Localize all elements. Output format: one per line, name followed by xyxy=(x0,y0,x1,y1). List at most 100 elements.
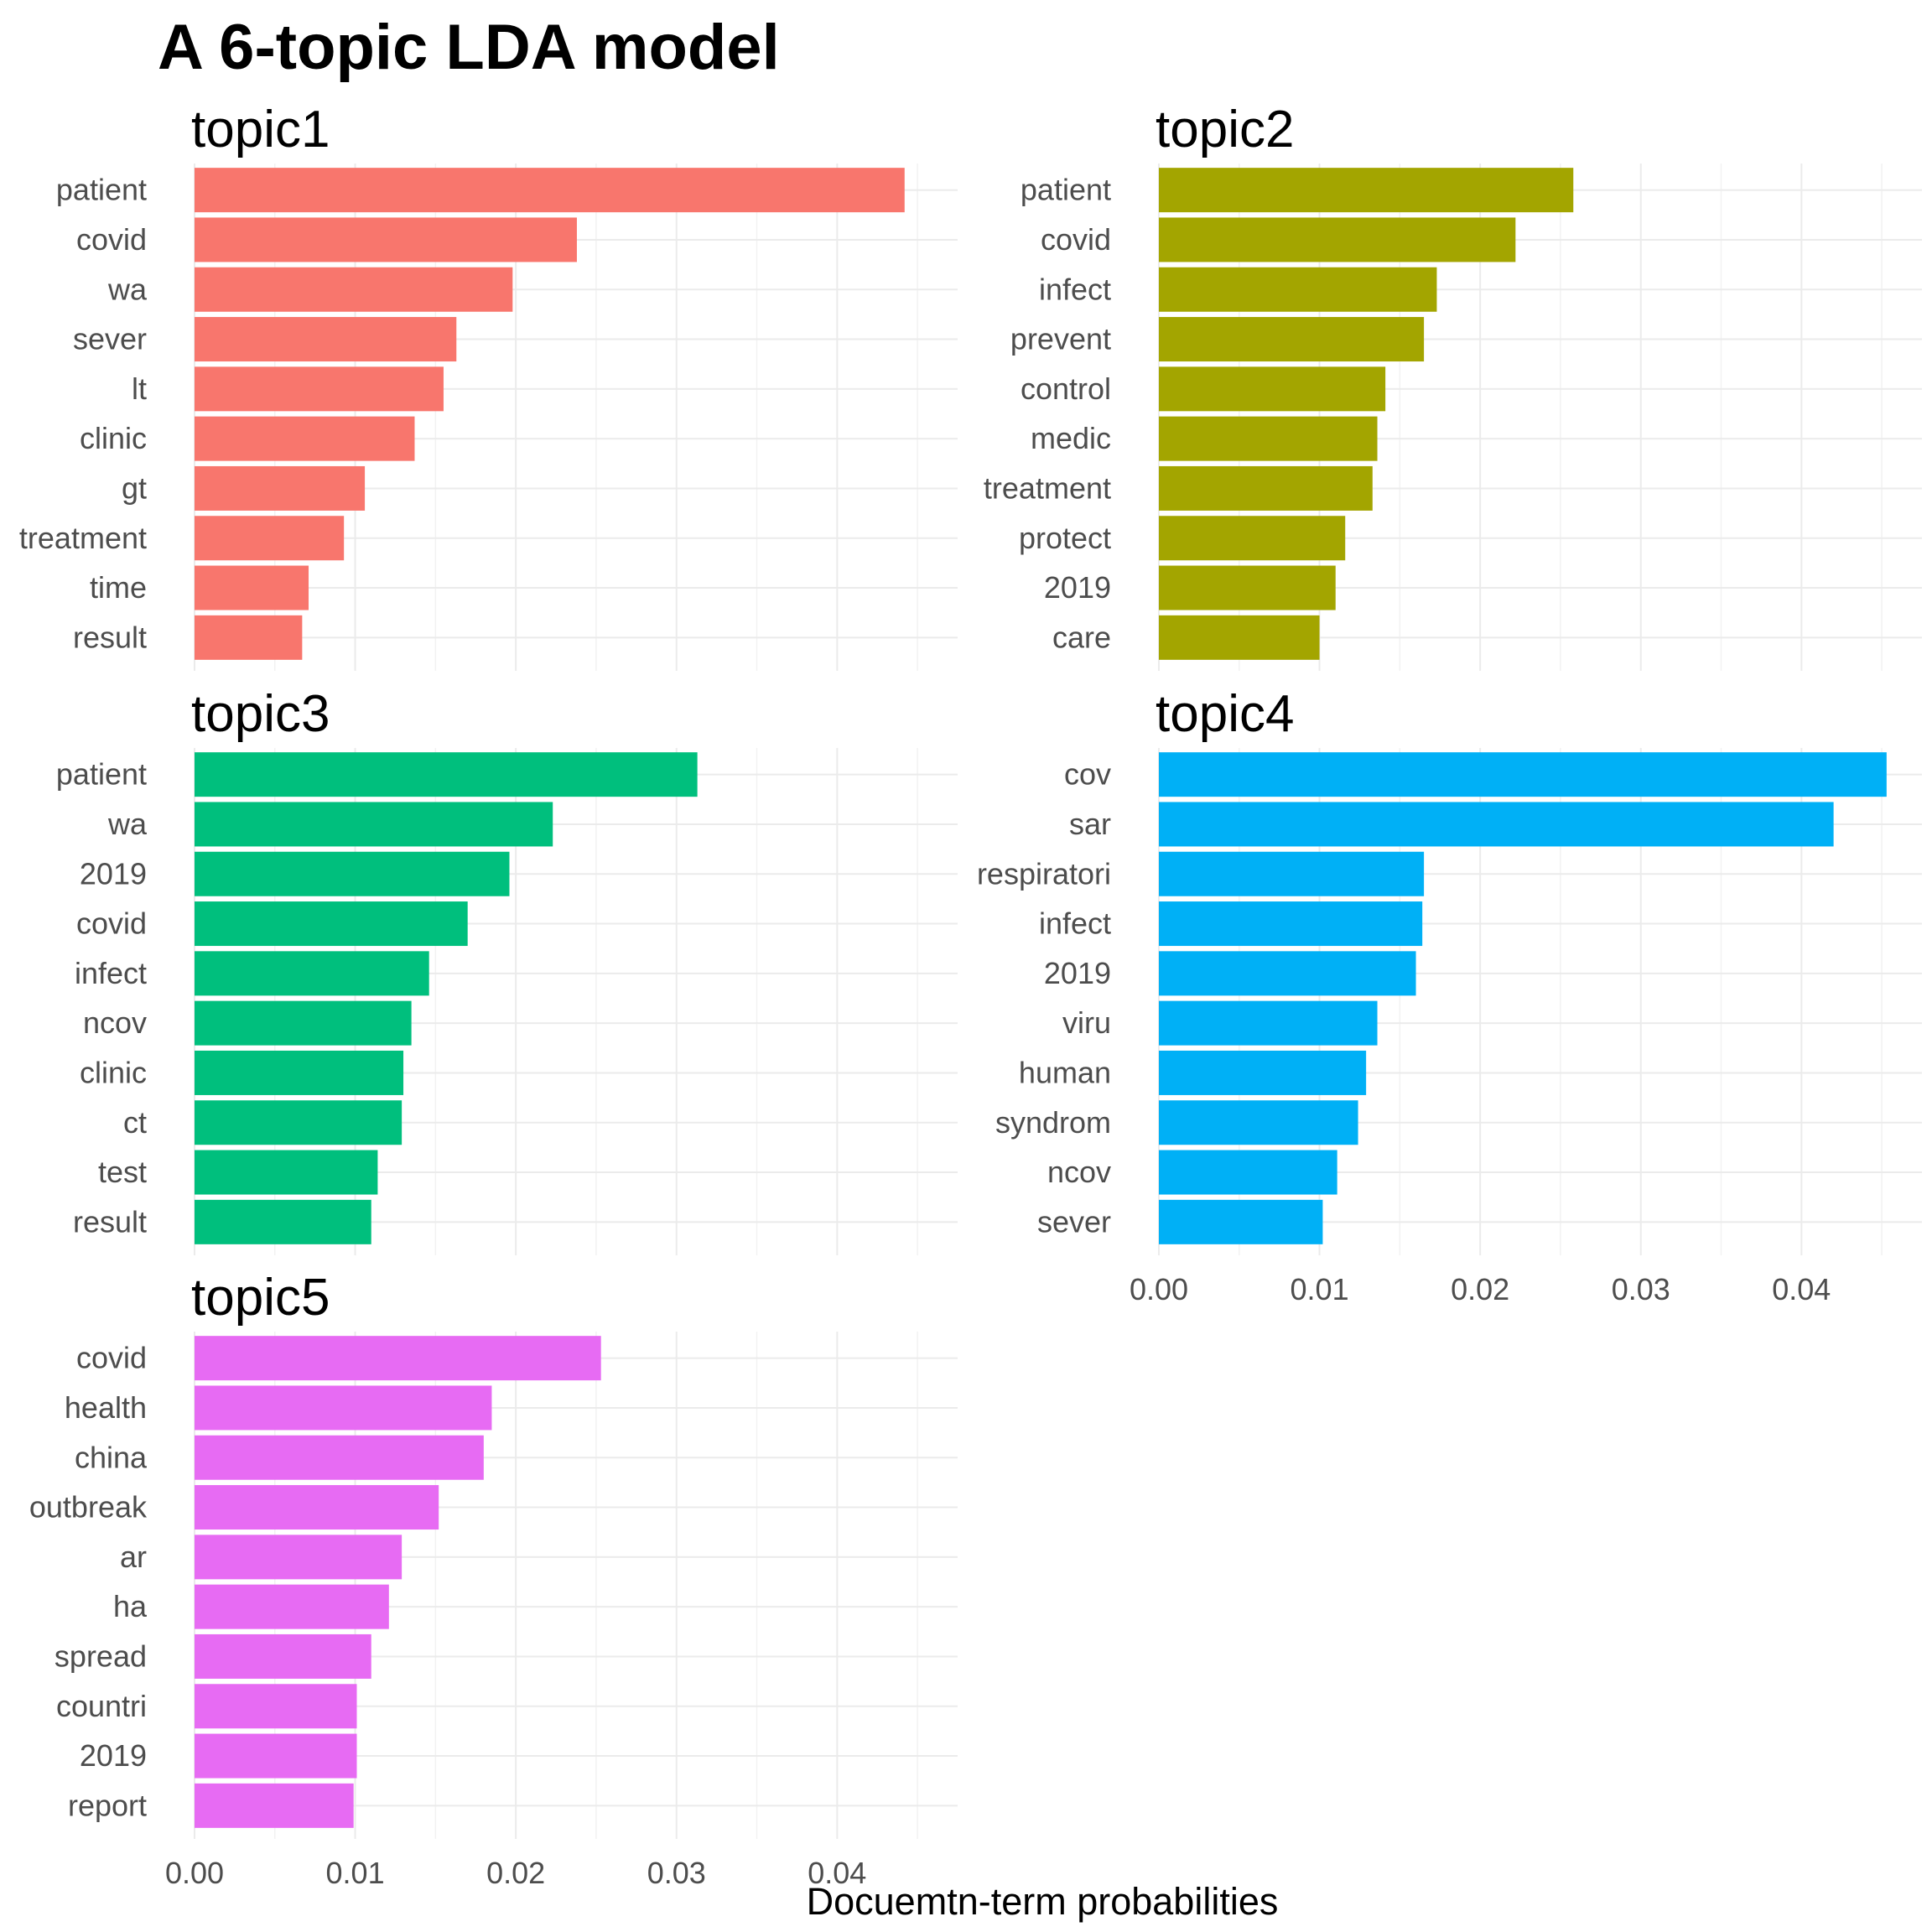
y-tick-label: gt xyxy=(122,470,147,505)
panel-title: topic3 xyxy=(191,685,330,743)
chart-title: A 6-topic LDA model xyxy=(158,12,780,83)
bar-topic3-2019 xyxy=(195,851,510,896)
panel-topic3: topic3 patient wa 2019 covid infect ncov clinic… xyxy=(56,685,958,1255)
bar-topic5-2019 xyxy=(195,1733,357,1779)
x-tick-label: 0.02 xyxy=(486,1856,545,1890)
y-tick-label: health xyxy=(65,1390,147,1425)
bar-topic4-respiratori xyxy=(1159,851,1425,896)
x-tick-label: 0.00 xyxy=(1130,1272,1188,1306)
y-tick-label: medic xyxy=(1031,421,1111,455)
bar-topic2-treatment xyxy=(1159,465,1373,511)
bar-topic2-control xyxy=(1159,366,1386,412)
panel-title: topic4 xyxy=(1156,685,1294,743)
y-tick-label: cov xyxy=(1064,757,1111,792)
y-tick-label: respiratori xyxy=(977,856,1111,891)
bar-topic2-infect xyxy=(1159,267,1437,312)
bar-topic1-sever xyxy=(195,317,457,362)
bar-topic3-patient xyxy=(195,752,698,797)
bar-topic5-report xyxy=(195,1783,354,1828)
bar-topic2-protect xyxy=(1159,516,1346,561)
y-tick-label: patient xyxy=(1021,173,1111,207)
y-tick-label: viru xyxy=(1062,1005,1111,1040)
bar-topic2-medic xyxy=(1159,416,1378,461)
bar-topic2-prevent xyxy=(1159,317,1425,362)
bar-topic3-wa xyxy=(195,802,553,847)
y-tick-label: patient xyxy=(56,757,147,792)
bar-topic4-viru xyxy=(1159,1000,1378,1046)
bar-topic4-cov xyxy=(1159,752,1887,797)
bar-topic4-sar xyxy=(1159,802,1834,847)
bar-topic5-covid xyxy=(195,1336,601,1381)
bar-topic1-lt xyxy=(195,366,444,412)
x-tick-label: 0.01 xyxy=(326,1856,385,1890)
y-tick-label: treatment xyxy=(984,470,1111,505)
bar-topic3-covid xyxy=(195,901,468,947)
bar-topic3-ncov xyxy=(195,1000,412,1046)
panel-title: topic2 xyxy=(1156,101,1294,158)
y-tick-label: human xyxy=(1019,1055,1111,1089)
bar-topic3-clinic xyxy=(195,1050,404,1095)
y-tick-label: 2019 xyxy=(80,856,147,891)
y-tick-label: report xyxy=(68,1788,147,1822)
y-tick-label: outbreak xyxy=(29,1490,148,1524)
y-tick-label: ncov xyxy=(1047,1155,1111,1189)
y-tick-label: care xyxy=(1052,620,1111,654)
y-tick-label: infect xyxy=(1039,272,1111,306)
bar-topic5-outbreak xyxy=(195,1485,439,1530)
bar-topic1-covid xyxy=(195,217,577,262)
y-tick-label: countri xyxy=(56,1689,147,1723)
y-tick-label: sever xyxy=(73,322,147,356)
y-tick-label: sever xyxy=(1037,1204,1111,1239)
panel-topic5: topic5 covid health china outbreak ar ha spread… xyxy=(29,1269,958,1890)
y-tick-label: result xyxy=(73,1204,147,1239)
facet-panels: topic1 patient covid wa sever lt clinic gt treat… xyxy=(19,101,1922,1890)
bar-topic4-ncov xyxy=(1159,1150,1337,1195)
y-tick-label: ar xyxy=(120,1540,147,1574)
bar-topic1-time xyxy=(195,565,309,610)
x-axis-label: Docuemtn-term probabilities xyxy=(807,1880,1279,1923)
y-tick-label: covid xyxy=(76,222,147,257)
bar-topic2-care xyxy=(1159,615,1320,660)
panel-title: topic1 xyxy=(191,101,330,158)
y-tick-label: spread xyxy=(55,1639,147,1673)
y-tick-label: 2019 xyxy=(1044,570,1111,605)
y-tick-label: control xyxy=(1021,371,1111,406)
panel-topic4: topic4 cov sar respiratori infect 2019 viru hum… xyxy=(977,685,1922,1306)
bar-topic4-syndrom xyxy=(1159,1100,1358,1145)
bar-topic5-china xyxy=(195,1435,484,1480)
bar-topic2-covid xyxy=(1159,217,1516,262)
x-tick-label: 0.03 xyxy=(1612,1272,1670,1306)
panel-topic2: topic2 patient covid infect prevent control me… xyxy=(984,101,1922,671)
x-tick-label: 0.04 xyxy=(1772,1272,1831,1306)
x-tick-label: 0.02 xyxy=(1451,1272,1509,1306)
y-tick-label: ct xyxy=(123,1105,147,1140)
y-tick-label: wa xyxy=(107,807,148,841)
x-tick-label: 0.04 xyxy=(808,1856,866,1890)
y-tick-label: wa xyxy=(107,272,148,306)
y-tick-label: china xyxy=(75,1440,148,1474)
bar-topic5-ar xyxy=(195,1535,402,1580)
y-tick-label: result xyxy=(73,620,147,654)
bar-topic5-countri xyxy=(195,1684,357,1729)
bar-topic5-health xyxy=(195,1385,492,1431)
y-tick-label: time xyxy=(90,570,147,605)
y-tick-label: ha xyxy=(113,1589,148,1623)
bar-topic2-patient xyxy=(1159,168,1574,213)
x-tick-label: 0.00 xyxy=(165,1856,224,1890)
bar-topic1-gt xyxy=(195,465,366,511)
bar-topic3-ct xyxy=(195,1100,402,1145)
bar-topic3-test xyxy=(195,1150,378,1195)
x-tick-label: 0.01 xyxy=(1291,1272,1349,1306)
bar-topic1-treatment xyxy=(195,516,345,561)
bar-topic5-spread xyxy=(195,1633,371,1679)
bar-topic5-ha xyxy=(195,1584,389,1629)
y-tick-label: syndrom xyxy=(995,1105,1111,1140)
y-tick-label: prevent xyxy=(1010,322,1111,356)
y-tick-label: covid xyxy=(1041,222,1111,257)
panel-title: topic5 xyxy=(191,1269,330,1327)
y-tick-label: protect xyxy=(1019,521,1111,555)
bar-topic1-wa xyxy=(195,267,513,312)
bar-topic1-patient xyxy=(195,168,905,213)
bar-topic4-infect xyxy=(1159,901,1423,947)
y-tick-label: patient xyxy=(56,173,147,207)
